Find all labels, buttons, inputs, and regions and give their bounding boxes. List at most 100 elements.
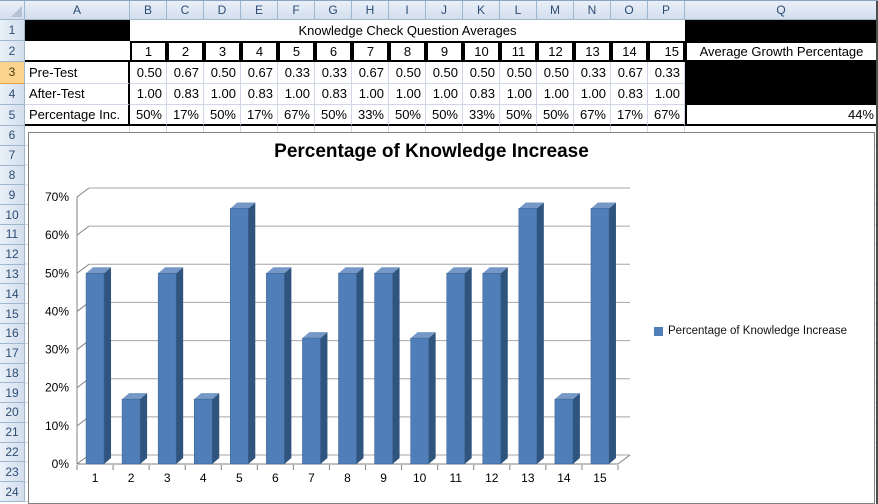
cell-J3[interactable]: 0.50	[426, 62, 463, 84]
chart-legend[interactable]: Percentage of Knowledge Increase	[654, 325, 847, 337]
column-header-D[interactable]: D	[204, 1, 241, 20]
cell-question-5[interactable]: 5	[278, 41, 315, 63]
cell-O5[interactable]: 17%	[611, 104, 648, 126]
bar-10[interactable]	[410, 337, 429, 465]
row-header-21[interactable]: 21	[0, 422, 25, 443]
cell-G3[interactable]: 0.33	[315, 62, 352, 84]
bar-14[interactable]	[554, 398, 574, 465]
row-header-24[interactable]: 24	[0, 482, 25, 503]
cell-E3[interactable]: 0.67	[241, 62, 278, 84]
cell-Q1[interactable]	[685, 20, 878, 42]
row-header-19[interactable]: 19	[0, 383, 25, 404]
cell-F5[interactable]: 67%	[278, 104, 315, 126]
cell-question-7[interactable]: 7	[352, 41, 389, 63]
cell-A3-label[interactable]: Pre-Test	[25, 62, 130, 84]
cell-Q3[interactable]	[685, 62, 878, 84]
chart-object[interactable]: Percentage of Knowledge Increase 0% 10% 20…	[28, 132, 875, 504]
bar-1[interactable]	[85, 273, 105, 465]
column-header-F[interactable]: F	[278, 1, 315, 20]
row-header-11[interactable]: 11	[0, 224, 25, 245]
cell-A2[interactable]	[25, 41, 130, 63]
bar-3[interactable]	[157, 273, 177, 465]
column-header-O[interactable]: O	[611, 1, 648, 20]
cell-Q5-average-growth-value[interactable]: 44%	[685, 104, 878, 126]
cell-G5[interactable]: 50%	[315, 104, 352, 126]
bar-2[interactable]	[121, 398, 141, 465]
cell-question-11[interactable]: 11	[500, 41, 537, 63]
bar-6[interactable]	[266, 273, 285, 465]
column-header-E[interactable]: E	[241, 1, 278, 20]
cell-question-15[interactable]: 15	[648, 41, 685, 63]
cell-B1-merged-title[interactable]: Knowledge Check Question Averages	[130, 20, 685, 42]
cell-A5-label[interactable]: Percentage Inc.	[25, 104, 130, 126]
cell-D3[interactable]: 0.50	[204, 62, 241, 84]
cell-L5[interactable]: 50%	[500, 104, 537, 126]
bar-8[interactable]	[338, 273, 357, 465]
row-header-13[interactable]: 13	[0, 264, 25, 285]
cell-question-13[interactable]: 13	[574, 41, 611, 63]
cell-B3[interactable]: 0.50	[130, 62, 167, 84]
cell-P5[interactable]: 67%	[648, 104, 685, 126]
cell-A4-label[interactable]: After-Test	[25, 83, 130, 105]
cell-N4[interactable]: 1.00	[574, 83, 611, 105]
row-header-7[interactable]: 7	[0, 145, 25, 166]
bar-15[interactable]	[590, 208, 610, 465]
cell-L3[interactable]: 0.50	[500, 62, 537, 84]
cell-A1[interactable]	[25, 20, 130, 42]
cell-J5[interactable]: 50%	[426, 104, 463, 126]
column-header-B[interactable]: B	[130, 1, 167, 20]
cell-question-2[interactable]: 2	[167, 41, 204, 63]
cell-N3[interactable]: 0.33	[574, 62, 611, 84]
cell-C5[interactable]: 17%	[167, 104, 204, 126]
cell-E5[interactable]: 17%	[241, 104, 278, 126]
row-header-10[interactable]: 10	[0, 205, 25, 225]
row-header-8[interactable]: 8	[0, 165, 25, 186]
cell-Q2-average-growth-header[interactable]: Average Growth Percentage	[685, 41, 878, 63]
cell-C3[interactable]: 0.67	[167, 62, 204, 84]
chart-title[interactable]: Percentage of Knowledge Increase	[274, 141, 589, 162]
cell-K3[interactable]: 0.50	[463, 62, 500, 84]
column-header-G[interactable]: G	[315, 1, 352, 20]
cell-question-6[interactable]: 6	[315, 41, 352, 63]
cell-P4[interactable]: 1.00	[648, 83, 685, 105]
cell-I4[interactable]: 1.00	[389, 83, 426, 105]
row-header-4[interactable]: 4	[0, 83, 25, 105]
column-header-N[interactable]: N	[574, 1, 611, 20]
column-header-A[interactable]: A	[25, 1, 130, 20]
row-header-12[interactable]: 12	[0, 244, 25, 265]
row-header-20[interactable]: 20	[0, 403, 25, 423]
column-header-P[interactable]: P	[648, 1, 685, 20]
cell-D5[interactable]: 50%	[204, 104, 241, 126]
cell-C4[interactable]: 0.83	[167, 83, 204, 105]
cell-question-14[interactable]: 14	[611, 41, 648, 63]
row-header-5[interactable]: 5	[0, 104, 25, 126]
row-header-3[interactable]: 3	[0, 62, 25, 84]
row-header-17[interactable]: 17	[0, 343, 25, 364]
cell-B4[interactable]: 1.00	[130, 83, 167, 105]
row-header-18[interactable]: 18	[0, 363, 25, 384]
row-header-16[interactable]: 16	[0, 323, 25, 344]
bar-4[interactable]	[193, 398, 213, 465]
cell-question-4[interactable]: 4	[241, 41, 278, 63]
bar-7[interactable]	[302, 337, 321, 465]
row-header-6[interactable]: 6	[0, 125, 25, 146]
column-header-M[interactable]: M	[537, 1, 574, 20]
cell-question-9[interactable]: 9	[426, 41, 463, 63]
cell-F3[interactable]: 0.33	[278, 62, 315, 84]
row-header-23[interactable]: 23	[0, 462, 25, 483]
cell-G4[interactable]: 0.83	[315, 83, 352, 105]
column-header-H[interactable]: H	[352, 1, 389, 20]
cell-H4[interactable]: 1.00	[352, 83, 389, 105]
column-header-C[interactable]: C	[167, 1, 204, 20]
bar-11[interactable]	[446, 273, 465, 465]
cell-K5[interactable]: 33%	[463, 104, 500, 126]
row-header-2[interactable]: 2	[0, 41, 25, 63]
row-header-14[interactable]: 14	[0, 284, 25, 305]
cell-M3[interactable]: 0.50	[537, 62, 574, 84]
cell-J4[interactable]: 1.00	[426, 83, 463, 105]
bar-13[interactable]	[518, 208, 538, 465]
bar-5[interactable]	[230, 208, 249, 465]
cell-question-3[interactable]: 3	[204, 41, 241, 63]
bar-9[interactable]	[374, 273, 393, 465]
cell-I5[interactable]: 50%	[389, 104, 426, 126]
